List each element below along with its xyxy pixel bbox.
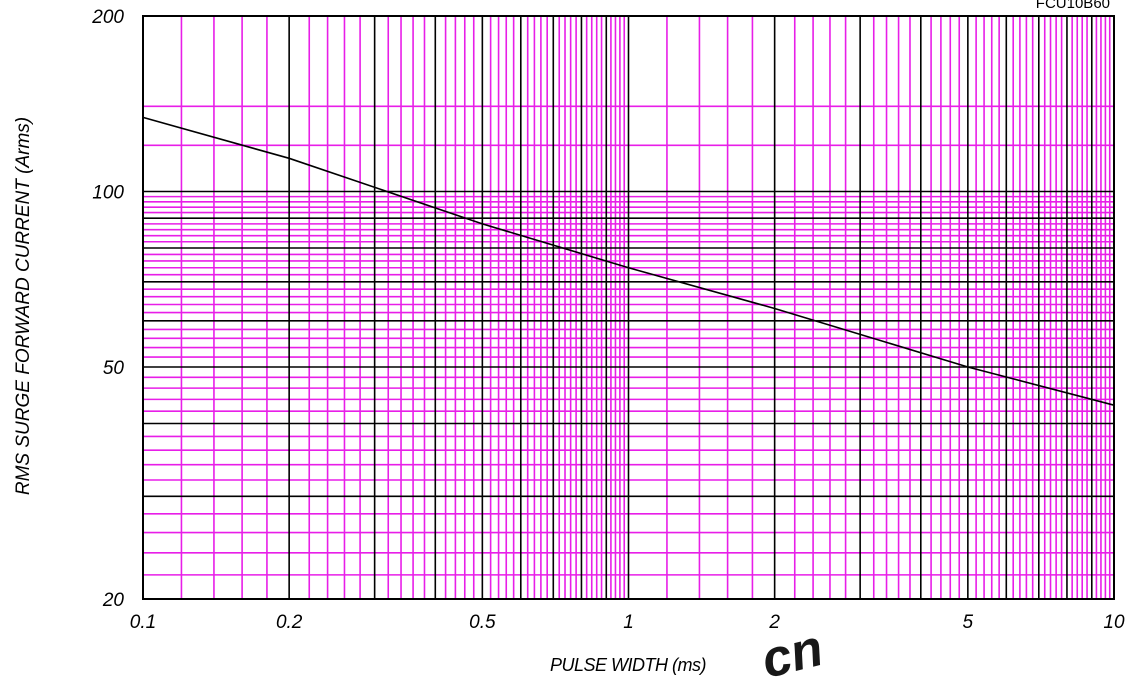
- part-number-label: FCU10B60: [1036, 0, 1110, 12]
- x-tick-label: 0.2: [276, 612, 303, 633]
- x-tick-label: 0.1: [130, 612, 156, 633]
- major-grid: [143, 16, 1114, 599]
- x-axis-label: PULSE WIDTH (ms): [550, 655, 706, 675]
- series-line-0: [142, 116, 1115, 406]
- y-tick-label: 50: [103, 358, 125, 379]
- y-tick-label: 100: [92, 183, 124, 204]
- y-axis-label: RMS SURGE FORWARD CURRENT (Arms): [13, 117, 34, 495]
- x-tick-label: 0.5: [469, 612, 496, 633]
- x-tick-label: 5: [963, 612, 974, 633]
- curve-group: [142, 116, 1115, 406]
- x-tick-label: 1: [623, 612, 634, 633]
- x-tick-labels: 0.1 0.2 0.5 1 2 5 10: [130, 612, 1125, 633]
- y-tick-label: 200: [91, 7, 124, 28]
- y-tick-label: 20: [102, 590, 125, 611]
- x-tick-label: 10: [1103, 612, 1125, 633]
- watermark-logo: cn: [756, 619, 829, 683]
- y-tick-labels: 20 50 100 200: [91, 7, 124, 611]
- plot-frame: [142, 15, 1115, 600]
- x-tick-label: 2: [768, 612, 780, 633]
